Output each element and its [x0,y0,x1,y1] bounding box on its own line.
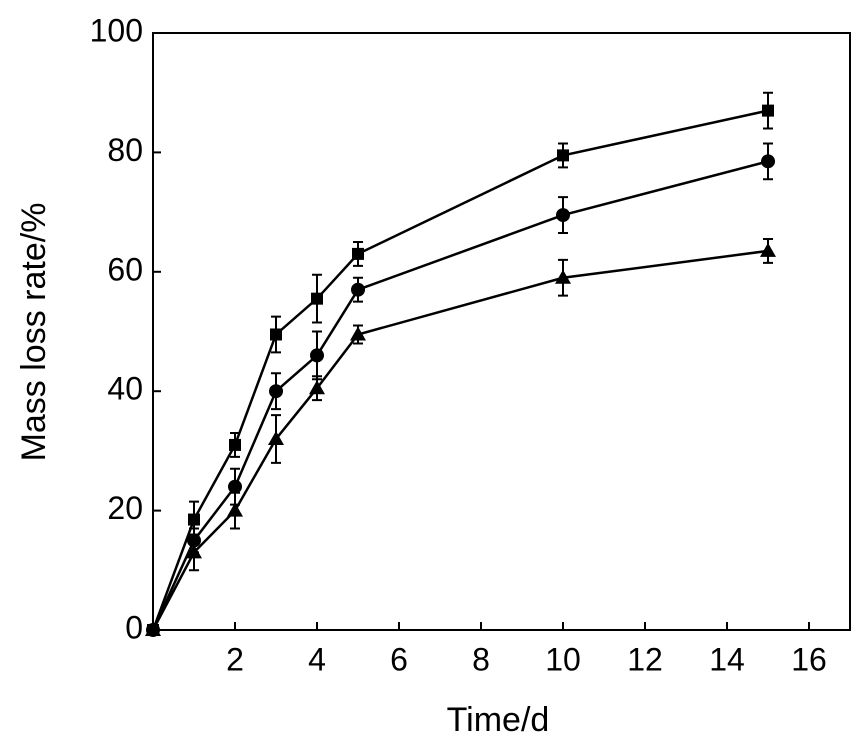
marker [351,282,365,297]
y-tick-label: 20 [107,490,143,526]
marker [311,292,323,305]
marker [227,502,243,517]
plot-frame [152,32,851,631]
x-tick-label: 4 [308,641,326,677]
x-tick-label: 14 [709,641,745,677]
marker [555,269,571,284]
x-axis-label: Time/d [447,701,550,739]
y-axis-label: Mass loss rate/% [15,203,53,462]
x-tick-label: 16 [791,641,827,677]
x-tick-label: 2 [226,641,244,677]
marker [145,622,161,636]
y-tick-label: 40 [107,371,143,407]
marker [188,513,200,526]
marker [310,348,324,363]
marker [228,479,242,494]
marker [761,154,775,169]
marker [352,247,364,260]
marker [270,328,282,341]
marker [762,104,774,117]
marker [269,384,283,399]
y-tick-label: 60 [107,251,143,287]
marker [557,149,569,162]
marker [186,544,202,559]
marker [229,438,241,451]
y-tick-label: 0 [125,609,143,645]
marker [760,242,776,257]
x-tick-label: 12 [627,641,663,677]
series-line [151,109,769,631]
series-line [151,160,769,631]
marker [268,430,284,445]
marker [309,380,325,395]
y-tick-label: 80 [107,132,143,168]
marker [350,326,366,341]
x-tick-label: 6 [390,641,408,677]
x-tick-label: 10 [545,641,581,677]
y-tick-label: 100 [90,12,143,48]
series-line [151,249,769,631]
marker [556,208,570,223]
x-tick-label: 8 [472,641,490,677]
